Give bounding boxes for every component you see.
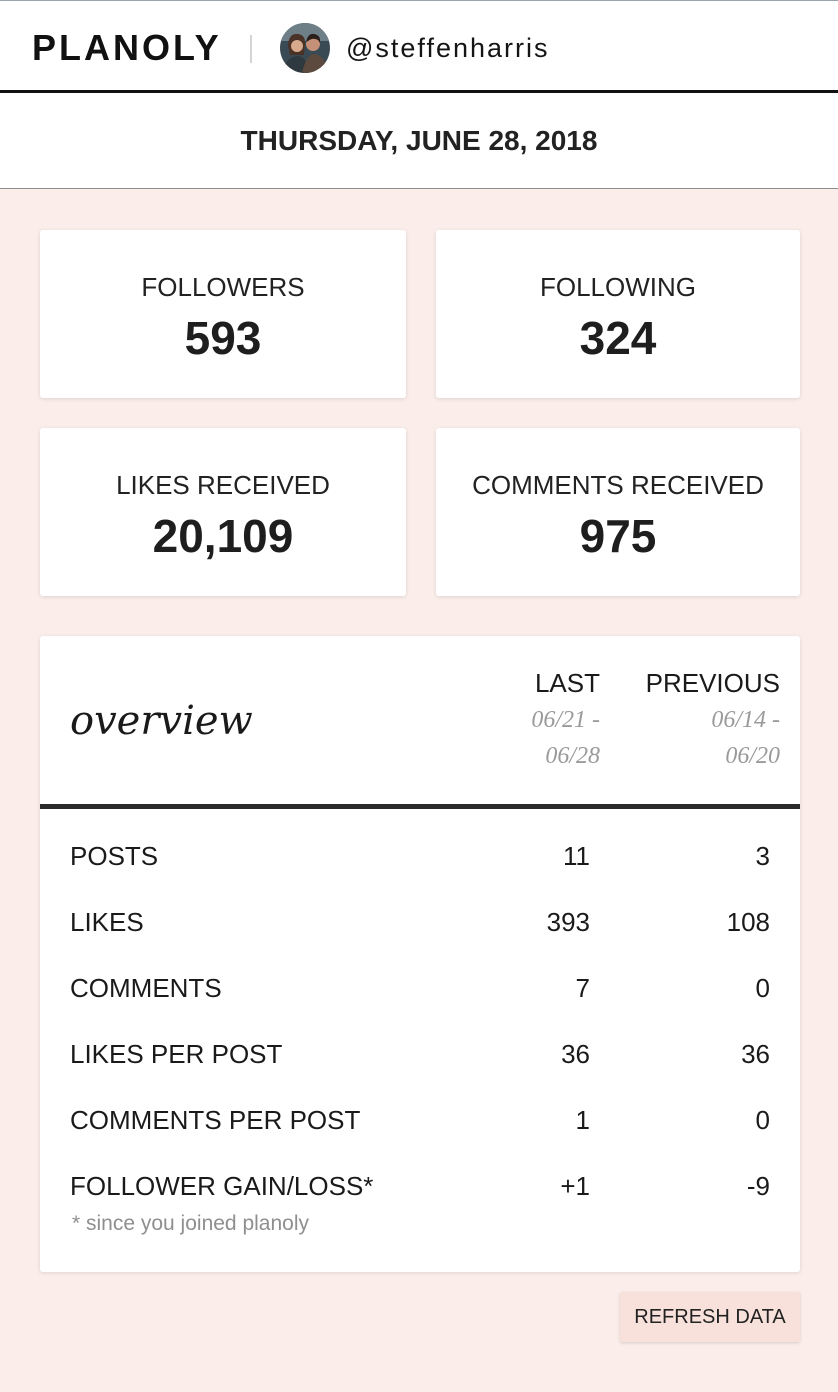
row-label-follower-gain-loss: FOLLOWER GAIN/LOSS* (70, 1171, 374, 1201)
row-last-posts: 11 (563, 841, 590, 871)
row-last-comments: 7 (575, 973, 590, 1003)
following-value: 324 (579, 312, 657, 364)
row-label-comments: COMMENTS (70, 973, 222, 1003)
row-previous-follower-gain-loss: -9 (746, 1171, 770, 1201)
overview-panel: overview LAST 06/21 - 06/28 PREVIOUS 06/… (40, 636, 800, 1272)
row-label-likes-per-post: LIKES PER POST (70, 1039, 283, 1069)
comments-received-value: 975 (579, 510, 657, 562)
username[interactable]: @steffenharris (346, 33, 550, 63)
planoly-logo[interactable]: PLANOLY (32, 27, 222, 68)
followers-card: FOLLOWERS 593 (40, 230, 406, 398)
row-previous-comments: 0 (755, 973, 770, 1003)
row-previous-likes: 108 (726, 907, 770, 937)
overview-title: overview (70, 698, 253, 744)
current-date: THURSDAY, JUNE 28, 2018 (240, 125, 598, 156)
user-avatar-icon[interactable] (280, 23, 330, 73)
previous-range-start: 06/14 - (711, 707, 780, 733)
last-range-end: 06/28 (545, 743, 600, 769)
last-range-start: 06/21 - (531, 707, 600, 733)
row-last-follower-gain-loss: +1 (560, 1171, 590, 1201)
likes-received-card: LIKES RECEIVED 20,109 (40, 428, 406, 596)
followers-value: 593 (184, 312, 262, 364)
likes-received-label: LIKES RECEIVED (116, 470, 330, 500)
likes-received-value: 20,109 (152, 510, 294, 562)
previous-column-header: PREVIOUS (645, 668, 780, 698)
row-previous-posts: 3 (755, 841, 770, 871)
comments-received-label: COMMENTS RECEIVED (472, 470, 764, 500)
last-column-header: LAST (534, 668, 600, 698)
top-border (0, 0, 838, 1)
app-header: PLANOLY @steffenharris (0, 1, 838, 93)
overview-divider (40, 804, 800, 809)
row-previous-likes-per-post: 36 (741, 1039, 770, 1069)
comments-received-card: COMMENTS RECEIVED 975 (436, 428, 800, 596)
footnote: * since you joined planoly (72, 1212, 309, 1235)
refresh-data-button[interactable]: REFRESH DATA (620, 1292, 800, 1342)
followers-label: FOLLOWERS (141, 272, 305, 302)
row-previous-comments-per-post: 0 (755, 1105, 770, 1135)
following-card: FOLLOWING 324 (436, 230, 800, 398)
row-label-posts: POSTS (70, 841, 159, 871)
row-last-likes: 393 (546, 907, 590, 937)
date-bar: THURSDAY, JUNE 28, 2018 (0, 93, 838, 189)
following-label: FOLLOWING (539, 272, 696, 302)
previous-range-end: 06/20 (725, 743, 780, 769)
row-last-likes-per-post: 36 (561, 1039, 590, 1069)
row-last-comments-per-post: 1 (575, 1105, 590, 1135)
header-divider (250, 35, 252, 63)
row-label-likes: LIKES (70, 907, 144, 937)
row-label-comments-per-post: COMMENTS PER POST (70, 1105, 361, 1135)
